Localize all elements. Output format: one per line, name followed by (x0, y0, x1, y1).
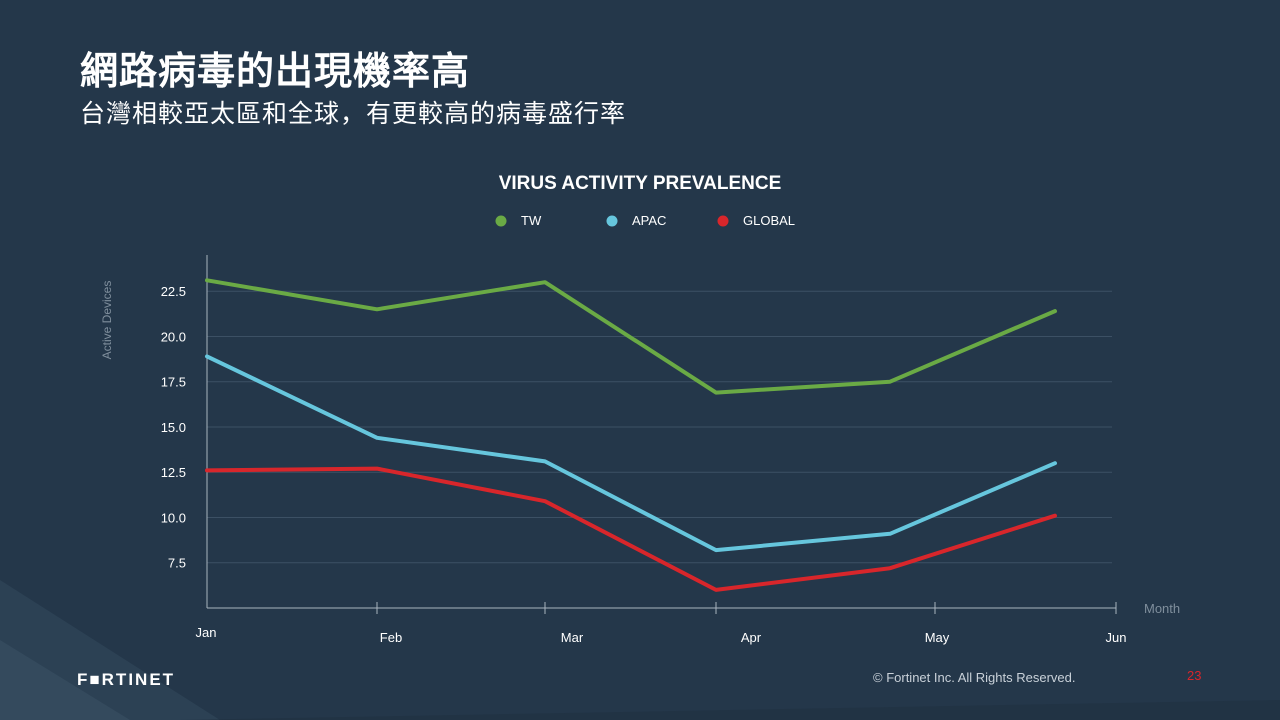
legend-marker (717, 215, 729, 227)
copyright-text: © Fortinet Inc. All Rights Reserved. (873, 670, 1076, 685)
legend-marker (495, 215, 507, 227)
x-tick-label: Apr (741, 630, 762, 645)
x-tick-labels: Jan Feb Mar Apr May Jun (196, 625, 1127, 645)
chart-title: VIRUS ACTIVITY PREVALENCE (499, 173, 782, 194)
series-line-apac (205, 354, 1057, 553)
y-axis-label: Active Devices (100, 281, 114, 360)
x-tick-label: Mar (561, 630, 584, 645)
y-tick-label: 15.0 (161, 420, 186, 435)
page-title: 網路病毒的出現機率高 (80, 49, 471, 93)
page-number: 23 (1187, 668, 1202, 683)
y-tick-label: 17.5 (161, 375, 186, 390)
x-tick-label: May (925, 630, 950, 645)
legend-label: GLOBAL (743, 213, 795, 228)
y-tick-label: 10.0 (161, 510, 186, 525)
x-tick-label: Jan (196, 625, 217, 640)
chart-legend: TW APAC GLOBAL (495, 213, 795, 228)
y-tick-label: 7.5 (168, 556, 186, 571)
series-line-global (205, 466, 1057, 592)
x-tick-label: Jun (1106, 630, 1127, 645)
y-tick-label: 22.5 (161, 284, 186, 299)
legend-label: APAC (632, 213, 666, 228)
legend-marker (606, 215, 618, 227)
x-axis-label: Month (1144, 601, 1180, 616)
fortinet-logo: F■RTINET (77, 670, 176, 689)
y-tick-labels: 22.5 20.0 17.5 15.0 12.5 10.0 7.5 (161, 284, 186, 571)
page-subtitle: 台灣相較亞太區和全球，有更較高的病毒盛行率 (80, 99, 627, 128)
y-tick-label: 12.5 (161, 465, 186, 480)
y-tick-label: 20.0 (161, 329, 186, 344)
x-tick-label: Feb (380, 630, 402, 645)
chart-axes (206, 255, 1117, 614)
series-line-tw (205, 278, 1057, 395)
legend-label: TW (521, 213, 542, 228)
chart-series (205, 278, 1057, 592)
